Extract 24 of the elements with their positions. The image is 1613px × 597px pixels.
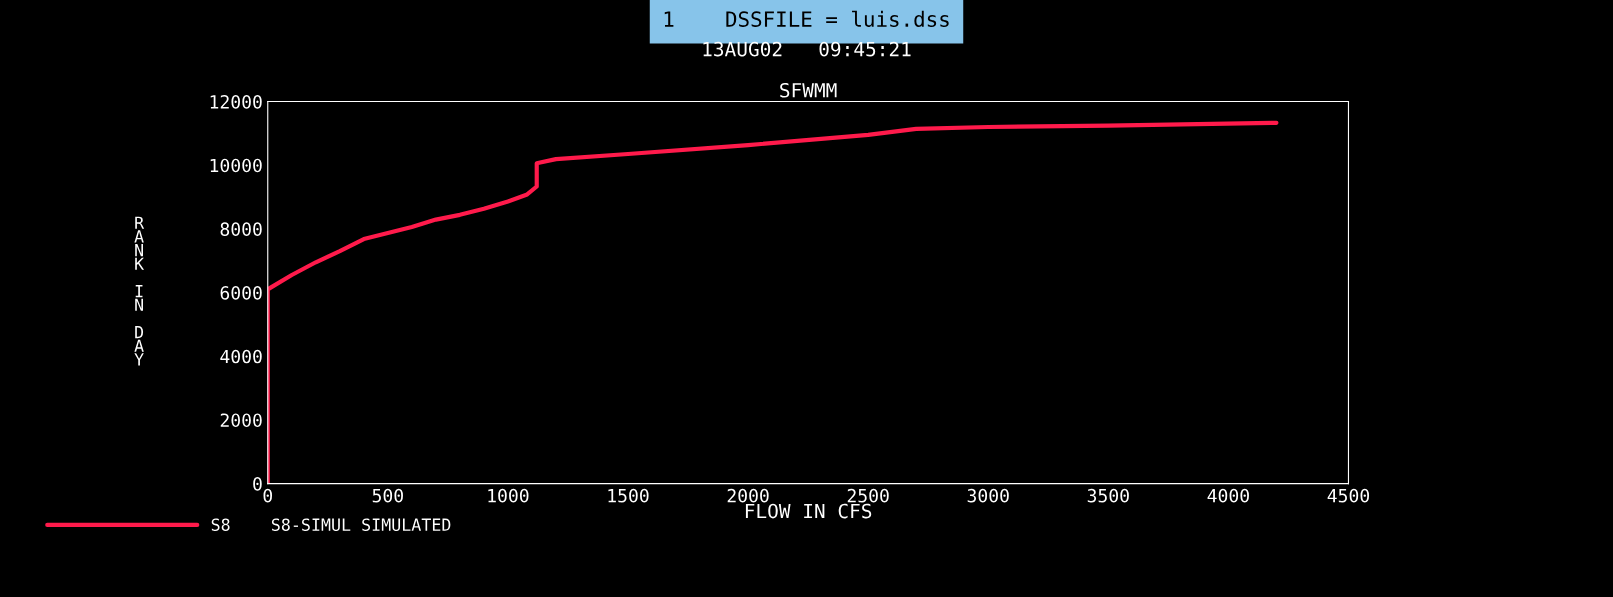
y-tick-label: 8000 — [220, 222, 262, 237]
x-tick-label: 3500 — [1087, 488, 1129, 503]
y-tick-label: 10000 — [210, 158, 262, 173]
text: RANK IN DAY — [134, 216, 145, 366]
x-tick-label: 1500 — [608, 488, 649, 503]
x-tick-label: 0 — [263, 488, 273, 503]
y-tick-label: 0 — [253, 477, 262, 491]
x-tick-label: 4000 — [1207, 488, 1249, 503]
x-axis-title: FLOW IN CFS — [745, 503, 872, 519]
text: S8 S8-SIMUL SIMULATED — [211, 518, 451, 532]
x-tick-label: 4500 — [1327, 488, 1370, 503]
text: 1 DSSFILE = luis.dss — [664, 10, 949, 27]
line-series — [267, 120, 1279, 484]
x-tick-label: 2500 — [847, 488, 889, 503]
x-tick-label: 1000 — [488, 488, 529, 503]
x-tick-label: 3000 — [967, 488, 1009, 503]
y-tick-label: 6000 — [220, 286, 262, 300]
chart-title: SFWMM — [780, 82, 837, 98]
y-tick-label: 4000 — [220, 349, 262, 364]
y-tick-label: 2000 — [220, 413, 262, 428]
y-tick-label: 12000 — [210, 95, 262, 109]
x-tick-label: 2000 — [727, 488, 769, 503]
x-tick-label: 500 — [372, 488, 403, 503]
text: 13AUG02 09:45:21 — [703, 41, 911, 57]
